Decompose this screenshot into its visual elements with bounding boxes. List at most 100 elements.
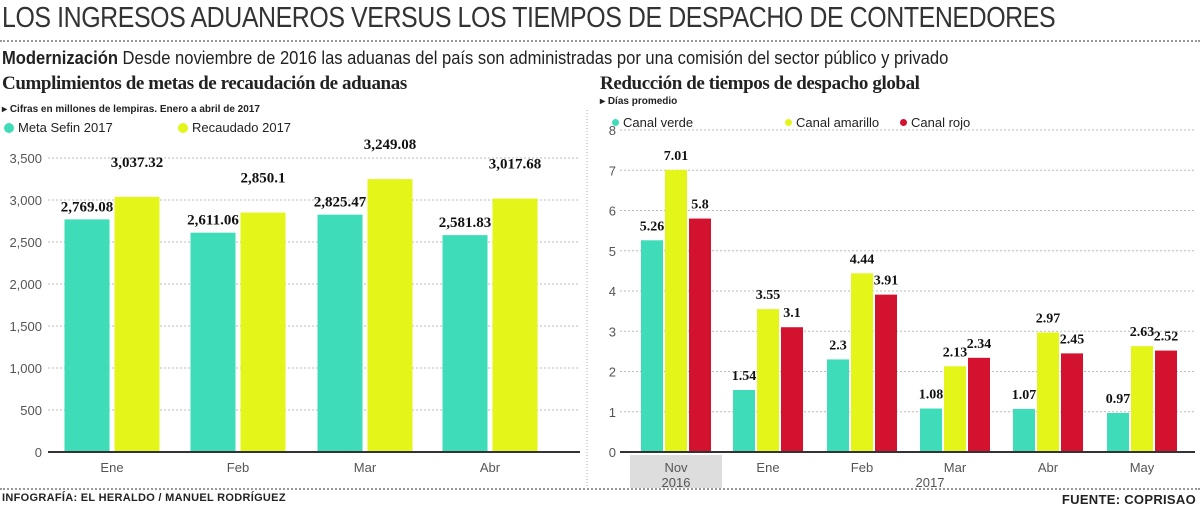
- legend-dot: [4, 122, 14, 133]
- left-chart-note: ▸ Cifras en millones de lempiras. Enero …: [2, 104, 260, 115]
- data-label: 1.07: [1012, 388, 1037, 403]
- data-label: 5.26: [640, 219, 665, 234]
- data-label: 2.34: [967, 337, 992, 352]
- page-title: LOS INGRESOS ADUANEROS VERSUS LOS TIEMPO…: [2, 2, 1056, 34]
- data-label: 2,850.1: [241, 171, 286, 187]
- legend-rojo: Canal rojo: [900, 115, 970, 130]
- legend-dot: [178, 122, 188, 133]
- bar: [920, 408, 942, 452]
- bar: [1061, 353, 1083, 452]
- bar: [851, 273, 873, 452]
- y-tick-label: 3,500: [9, 151, 42, 166]
- data-label: 3,017.68: [489, 157, 542, 173]
- x-tick-label: Ene: [100, 460, 123, 475]
- data-label: 2.13: [943, 345, 968, 360]
- x-tick-label: Mar: [944, 460, 967, 475]
- legend-label: Canal amarillo: [796, 115, 880, 130]
- subtitle-text: Desde noviembre de 2016 las aduanas del …: [122, 48, 949, 68]
- bar: [240, 212, 286, 452]
- legend-label: Canal rojo: [911, 115, 971, 130]
- data-label: 2,769.08: [61, 199, 114, 215]
- y-tick-label: 8: [609, 123, 616, 138]
- bar: [442, 235, 488, 452]
- bar: [641, 240, 663, 452]
- data-label: 2,581.83: [439, 215, 492, 231]
- data-label: 2.52: [1154, 330, 1179, 345]
- bar: [317, 214, 363, 452]
- bar: [190, 232, 236, 452]
- y-tick-label: 3: [609, 324, 616, 339]
- data-label: 2.97: [1036, 311, 1061, 326]
- data-label: 2.63: [1130, 325, 1155, 340]
- legend-verde: Canal verde: [612, 115, 693, 130]
- y-tick-label: 1,000: [9, 361, 42, 376]
- bar: [492, 198, 538, 452]
- data-label: 2,825.47: [314, 195, 367, 211]
- data-label: 2.45: [1060, 332, 1085, 347]
- data-label: 1.08: [919, 388, 944, 403]
- x-tick-label: Mar: [354, 460, 377, 475]
- x-tick-label: Abr: [480, 460, 501, 475]
- bar: [1013, 408, 1035, 452]
- footer-credit: INFOGRAFÍA: EL HERALDO / MANUEL RODRÍGUE…: [2, 492, 286, 504]
- year-label-2016: 2016: [662, 475, 691, 490]
- data-label: 2.3: [829, 338, 847, 353]
- bar: [1037, 332, 1059, 452]
- bar: [1155, 350, 1177, 452]
- bar: [1131, 346, 1153, 452]
- subtitle: Modernización Desde noviembre de 2016 la…: [2, 48, 948, 69]
- y-tick-label: 1,500: [9, 319, 42, 334]
- right-note-text: Días promedio: [607, 96, 678, 107]
- footer-source: FUENTE: COPRISAO: [1061, 492, 1196, 507]
- data-label: 4.44: [850, 252, 875, 267]
- bar: [968, 357, 990, 452]
- y-tick-label: 0: [609, 445, 616, 460]
- legend-dot: [900, 119, 907, 126]
- right-chart-title: Reducción de tiempos de despacho global: [600, 73, 920, 94]
- footer-divider: [0, 488, 1200, 490]
- year-label-2017: 2017: [916, 475, 945, 490]
- data-label: 1.54: [732, 369, 757, 384]
- bar: [875, 294, 897, 452]
- bar: [367, 179, 413, 453]
- legend-recaudado: Recaudado 2017: [178, 120, 291, 135]
- data-label: 2,611.06: [187, 213, 239, 229]
- data-label: 0.97: [1106, 392, 1131, 407]
- left-chart-title: Cumplimientos de metas de recaudación de…: [2, 73, 407, 94]
- divider: [0, 40, 1200, 42]
- bar: [1107, 412, 1129, 452]
- x-tick-label: Abr: [1038, 460, 1059, 475]
- legend-label: Recaudado 2017: [192, 120, 292, 135]
- y-tick-label: 2,000: [9, 277, 42, 292]
- x-tick-label: Feb: [851, 460, 873, 475]
- data-label: 3.55: [756, 288, 781, 303]
- x-tick-label: May: [1130, 460, 1155, 475]
- bar: [689, 218, 711, 452]
- y-tick-label: 2: [609, 365, 616, 380]
- bar: [781, 327, 803, 452]
- legend-label: Meta Sefin 2017: [18, 120, 113, 135]
- subtitle-lead: Modernización: [2, 48, 118, 68]
- data-label: 3.91: [874, 274, 899, 289]
- bar: [757, 309, 779, 452]
- data-label: 5.8: [691, 198, 709, 213]
- bar: [114, 196, 160, 452]
- y-tick-label: 6: [609, 204, 616, 219]
- left-note-text: Cifras en millones de lempiras. Enero a …: [9, 104, 260, 115]
- y-tick-label: 4: [609, 284, 616, 299]
- x-tick-label: Feb: [227, 460, 249, 475]
- bar: [665, 169, 687, 452]
- bar: [64, 219, 110, 452]
- x-tick-label: Ene: [756, 460, 779, 475]
- right-chart-note: ▸ Días promedio: [600, 96, 678, 107]
- nov-highlight: [630, 455, 722, 488]
- y-tick-label: 3,000: [9, 193, 42, 208]
- bar: [944, 366, 966, 452]
- legend-amarillo: Canal amarillo: [785, 115, 879, 130]
- data-label: 3,249.08: [364, 137, 417, 153]
- y-tick-label: 2,500: [9, 235, 42, 250]
- y-tick-label: 7: [609, 163, 616, 178]
- bar: [733, 390, 755, 452]
